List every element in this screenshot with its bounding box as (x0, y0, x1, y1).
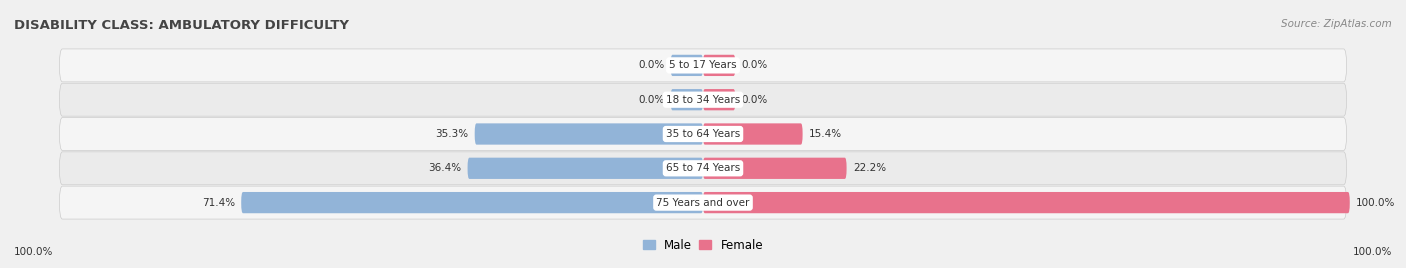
FancyBboxPatch shape (59, 186, 1347, 219)
Legend: Male, Female: Male, Female (643, 239, 763, 252)
FancyBboxPatch shape (671, 55, 703, 76)
Text: 5 to 17 Years: 5 to 17 Years (669, 60, 737, 70)
FancyBboxPatch shape (59, 118, 1347, 150)
FancyBboxPatch shape (703, 158, 846, 179)
FancyBboxPatch shape (59, 83, 1347, 116)
Text: 0.0%: 0.0% (742, 95, 768, 105)
FancyBboxPatch shape (475, 123, 703, 145)
Text: 35 to 64 Years: 35 to 64 Years (666, 129, 740, 139)
Text: Source: ZipAtlas.com: Source: ZipAtlas.com (1281, 19, 1392, 29)
Text: 65 to 74 Years: 65 to 74 Years (666, 163, 740, 173)
Text: DISABILITY CLASS: AMBULATORY DIFFICULTY: DISABILITY CLASS: AMBULATORY DIFFICULTY (14, 19, 349, 32)
Text: 0.0%: 0.0% (638, 60, 664, 70)
FancyBboxPatch shape (59, 49, 1347, 82)
FancyBboxPatch shape (703, 55, 735, 76)
Text: 15.4%: 15.4% (808, 129, 842, 139)
Text: 100.0%: 100.0% (1353, 247, 1392, 257)
Text: 22.2%: 22.2% (853, 163, 886, 173)
FancyBboxPatch shape (671, 89, 703, 110)
FancyBboxPatch shape (703, 89, 735, 110)
Text: 0.0%: 0.0% (638, 95, 664, 105)
FancyBboxPatch shape (59, 152, 1347, 185)
FancyBboxPatch shape (703, 123, 803, 145)
Text: 35.3%: 35.3% (434, 129, 468, 139)
FancyBboxPatch shape (468, 158, 703, 179)
Text: 36.4%: 36.4% (427, 163, 461, 173)
Text: 71.4%: 71.4% (201, 198, 235, 208)
FancyBboxPatch shape (703, 192, 1350, 213)
Text: 100.0%: 100.0% (14, 247, 53, 257)
Text: 100.0%: 100.0% (1357, 198, 1396, 208)
Text: 18 to 34 Years: 18 to 34 Years (666, 95, 740, 105)
Text: 0.0%: 0.0% (742, 60, 768, 70)
Text: 75 Years and over: 75 Years and over (657, 198, 749, 208)
FancyBboxPatch shape (242, 192, 703, 213)
